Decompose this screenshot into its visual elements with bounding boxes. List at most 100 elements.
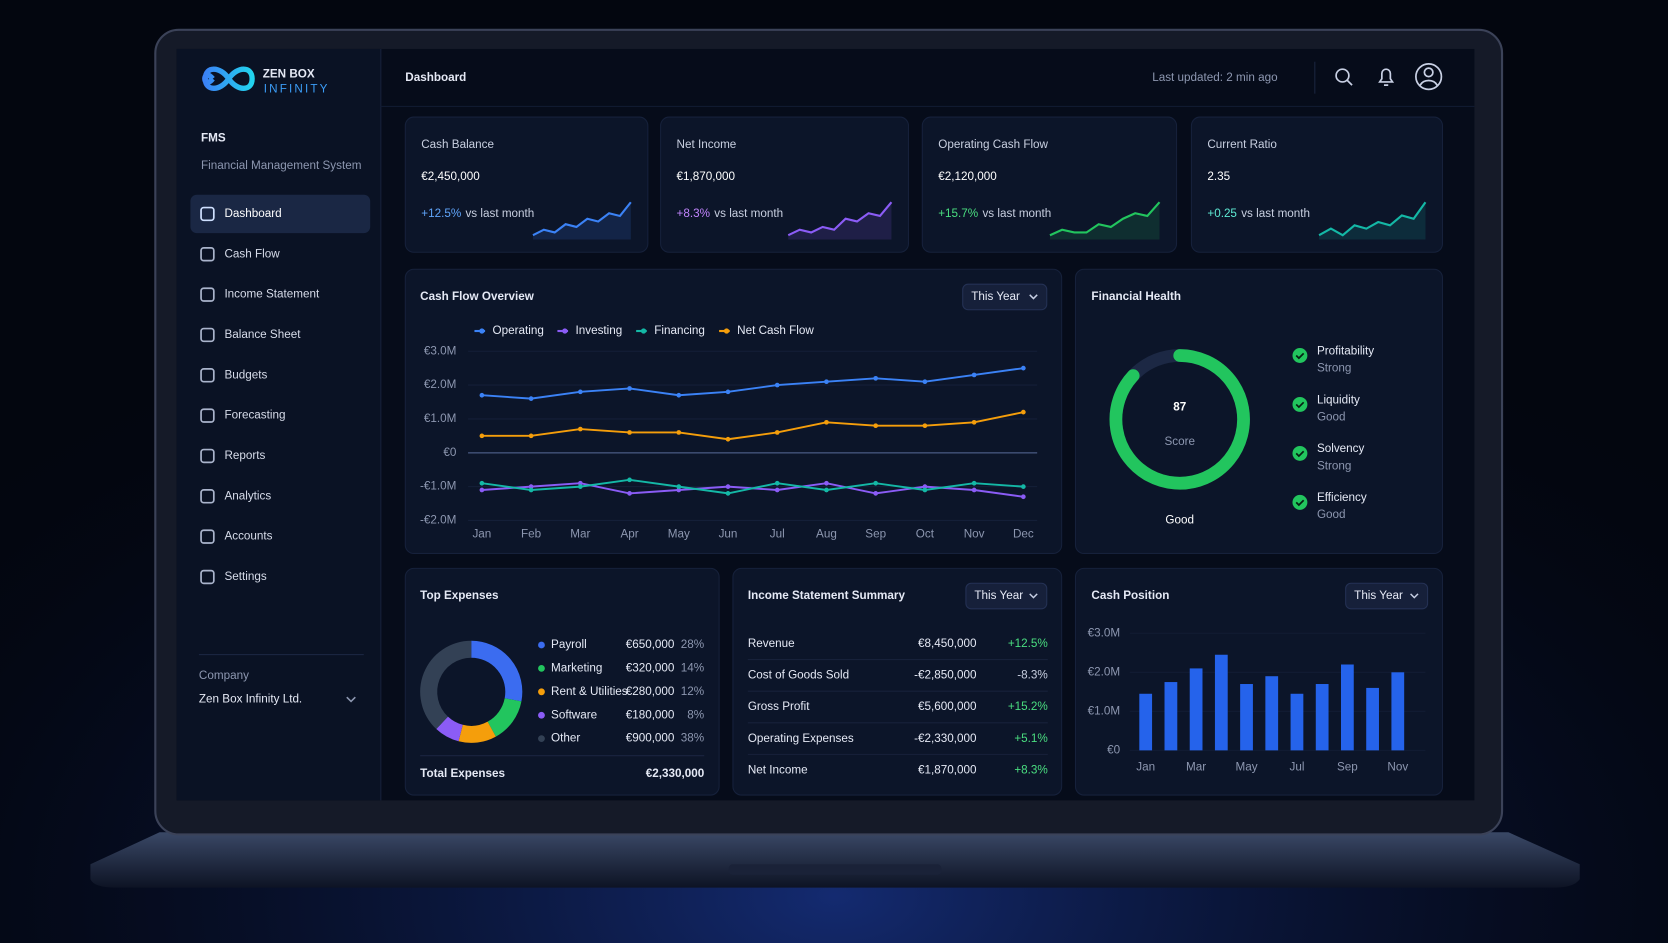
nav-item[interactable]: Income Statement (224, 288, 320, 301)
x-tick-label: Dec (1013, 527, 1034, 540)
nav-item[interactable]: Accounts (224, 530, 272, 543)
nav-icon (200, 247, 215, 262)
data-point (1021, 365, 1026, 371)
x-tick-label: Jun (719, 527, 738, 540)
data-point (577, 426, 583, 432)
period-chevron (1410, 593, 1419, 599)
kpi-value: 2.35 (1207, 170, 1230, 183)
data-point (479, 433, 485, 439)
data-point (676, 430, 682, 435)
bar (1240, 684, 1253, 751)
bar (1391, 672, 1405, 751)
kpi-change-value: +8.3% (677, 207, 710, 220)
kpi-comparison: vs last month (714, 207, 783, 220)
x-tick-label: Nov (964, 527, 985, 540)
data-point (873, 480, 879, 486)
expense-share: 12% (681, 685, 704, 698)
legend-dot (640, 328, 647, 334)
check-mark (1295, 499, 1305, 507)
nav-item[interactable]: Forecasting (224, 409, 285, 422)
period-label[interactable]: This Year (1354, 589, 1403, 602)
nav-item[interactable]: Balance Sheet (224, 328, 301, 341)
legend-dot (538, 735, 545, 743)
series-line (481, 367, 1024, 400)
nav-item[interactable]: Settings (224, 570, 266, 583)
data-point (479, 487, 485, 493)
sidebar (176, 48, 381, 801)
nav-icon (200, 529, 215, 544)
x-tick-label: Sep (865, 527, 886, 540)
period-label[interactable]: This Year (971, 290, 1020, 303)
row-change: +8.3% (1014, 763, 1047, 776)
score-value: 87 (1173, 401, 1186, 414)
data-point (873, 375, 879, 381)
data-point (577, 480, 583, 486)
kpi-comparison: vs last month (1241, 207, 1310, 220)
row-value: €1,870,000 (918, 763, 977, 776)
legend-label: Net Cash Flow (737, 324, 814, 337)
data-point (528, 396, 534, 401)
row-label: Revenue (748, 637, 795, 650)
sparkline (532, 201, 632, 237)
kpi-change-value: +15.7% (938, 207, 978, 220)
nav-item[interactable]: Reports (224, 449, 265, 462)
last-updated: Last updated: 2 min ago (1152, 71, 1278, 84)
nav-item[interactable]: Analytics (224, 489, 271, 502)
search-button[interactable] (1335, 68, 1353, 86)
sparkline (1049, 201, 1161, 237)
data-point (873, 491, 879, 496)
nav-icon (200, 448, 215, 464)
kpi-change: +15.7% vs last month (938, 207, 1051, 220)
bar (1366, 687, 1379, 751)
company-name[interactable]: Zen Box Infinity Ltd. (199, 692, 302, 705)
card (404, 268, 1063, 554)
data-point (824, 379, 829, 385)
period-dropdown[interactable] (965, 582, 1048, 610)
nav-item[interactable]: Budgets (224, 368, 267, 381)
nav-item[interactable]: Cash Flow (224, 247, 280, 260)
data-point (577, 484, 583, 489)
x-tick-label: Aug (816, 527, 837, 540)
x-tick-label: Jul (1289, 760, 1304, 773)
row-change: -8.3% (1017, 669, 1048, 682)
kpi-change: +12.5% vs last month (421, 207, 534, 220)
data-point (676, 487, 682, 493)
profile-button[interactable] (1415, 63, 1443, 91)
data-point (971, 487, 977, 493)
period-dropdown[interactable] (962, 283, 1048, 311)
health-item: Profitability (1317, 344, 1374, 357)
expense-name: Other (551, 732, 580, 745)
sparkline-area (788, 202, 892, 240)
nav-item[interactable]: Dashboard (224, 207, 281, 220)
x-tick-label: May (668, 527, 690, 540)
data-point (824, 487, 829, 493)
check-mark (1295, 352, 1305, 360)
rating: Good (1165, 514, 1194, 527)
kpi-value: €2,450,000 (421, 170, 480, 183)
data-point (725, 436, 731, 442)
nav-active (190, 194, 371, 234)
period-dropdown[interactable] (1345, 582, 1429, 610)
legend-dot (538, 641, 545, 649)
kpi-label: Net Income (677, 138, 737, 151)
company-chevron[interactable] (346, 696, 356, 703)
card-title: Cash Flow Overview (420, 290, 535, 303)
row-label: Operating Expenses (748, 732, 854, 745)
period-label[interactable]: This Year (974, 589, 1023, 602)
notifications-button[interactable] (1378, 68, 1395, 86)
health-status: Good (1317, 410, 1346, 423)
bar (1265, 676, 1279, 751)
health-item: Solvency (1317, 442, 1365, 455)
card (404, 567, 720, 796)
row-change: +15.2% (1008, 700, 1048, 713)
expense-name: Marketing (551, 661, 602, 674)
data-point (774, 382, 780, 388)
bar (1340, 664, 1354, 751)
data-point (873, 423, 879, 429)
data-point (774, 487, 780, 493)
card-title: Cash Position (1091, 589, 1169, 602)
health-status: Strong (1317, 459, 1351, 472)
donut-segment (458, 721, 496, 743)
check-mark (1295, 401, 1305, 409)
